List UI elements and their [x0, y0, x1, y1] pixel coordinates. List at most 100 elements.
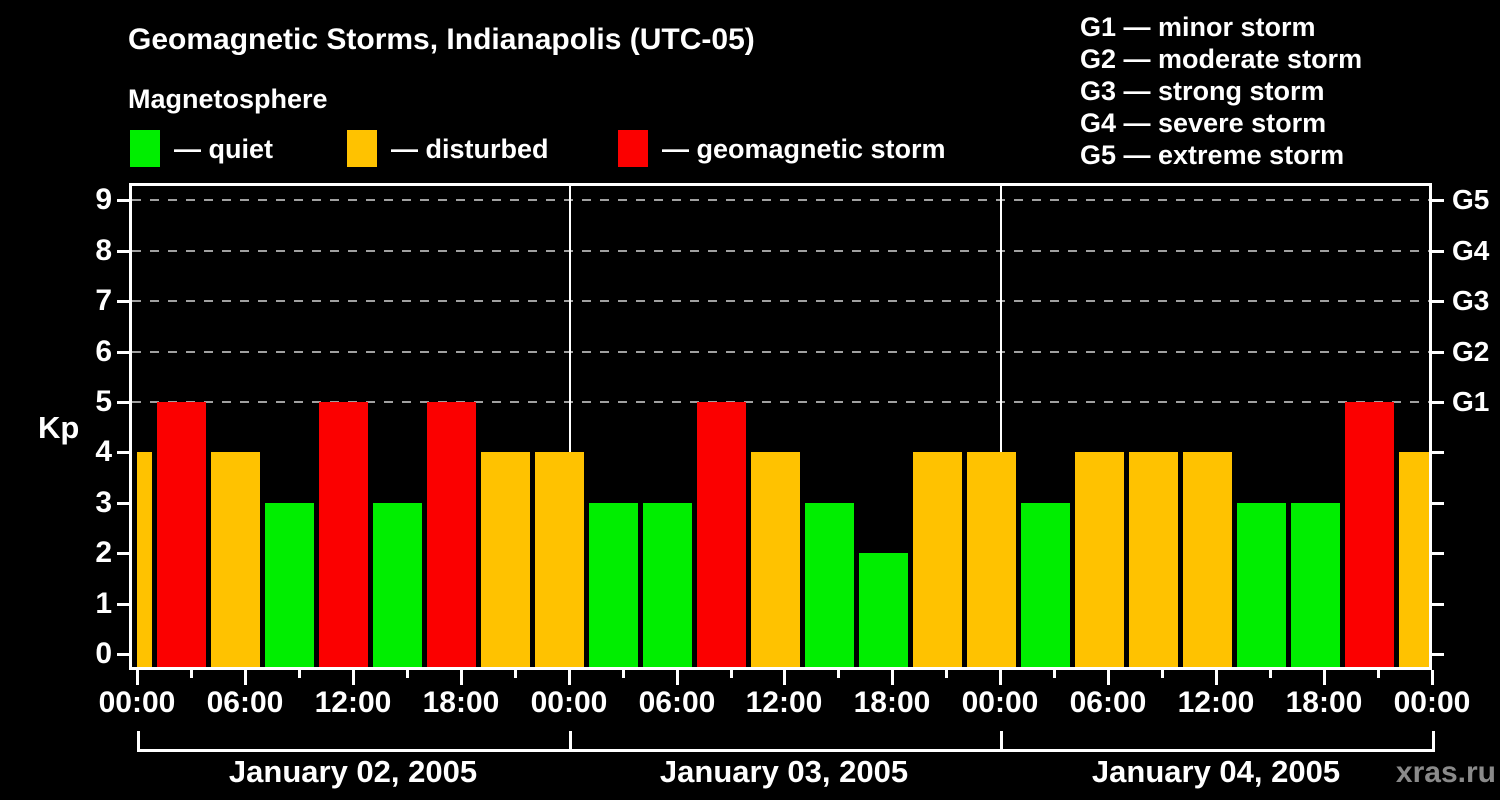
- right-axis-label-G5: G5: [1452, 184, 1490, 215]
- x-major-tick-30: [676, 670, 679, 685]
- x-minor-tick-33: [730, 670, 733, 678]
- x-major-tick-42: [891, 670, 894, 685]
- x-minor-tick-21: [514, 670, 517, 678]
- y-axis-title: Kp: [38, 410, 80, 445]
- x-tick-label-9: 06:00: [1069, 686, 1147, 719]
- y-tick-label-6: 6: [95, 335, 112, 368]
- x-major-tick-54: [1107, 670, 1110, 685]
- legend-label-storm: — geomagnetic storm: [662, 134, 946, 164]
- day-bracket-tick-2: [1000, 731, 1003, 752]
- x-tick-label-0: 00:00: [98, 686, 176, 719]
- y-tick-left-9: [117, 199, 129, 202]
- kp-bar-22-quiet: [1291, 503, 1340, 668]
- y-tick-label-7: 7: [95, 284, 112, 317]
- kp-bar-1-storm: [157, 402, 206, 668]
- right-axis-label-G3: G3: [1452, 285, 1490, 316]
- y-tick-right-4: [1432, 451, 1444, 454]
- kp-bar-20-disturbed: [1183, 452, 1232, 668]
- y-tick-left-1: [117, 603, 129, 606]
- kp-bar-8-disturbed: [535, 452, 584, 668]
- kp-bar-0-disturbed: [137, 452, 152, 668]
- y-tick-label-1: 1: [95, 587, 112, 620]
- day-divider-2: [1000, 186, 1002, 667]
- day-bracket-tick-0: [137, 731, 140, 752]
- x-major-tick-60: [1215, 670, 1218, 685]
- y-tick-right-5: [1432, 401, 1444, 404]
- kp-bar-3-quiet: [265, 503, 314, 668]
- x-tick-label-12: 00:00: [1393, 686, 1471, 719]
- kp-bar-23-storm: [1345, 402, 1394, 668]
- storm-scale-g5: G5 — extreme storm: [1080, 140, 1345, 170]
- day-bracket-tick-3: [1432, 731, 1435, 752]
- kp-bar-11-storm: [697, 402, 746, 668]
- kp-bar-13-quiet: [805, 503, 854, 668]
- storm-scale-g2: G2 — moderate storm: [1080, 44, 1363, 74]
- x-major-tick-6: [244, 670, 247, 685]
- y-tick-left-6: [117, 351, 129, 354]
- x-tick-label-10: 12:00: [1177, 686, 1255, 719]
- gridline-kp8: [132, 250, 1429, 252]
- x-minor-tick-57: [1161, 670, 1164, 678]
- right-axis-label-G2: G2: [1452, 336, 1490, 367]
- y-tick-right-7: [1432, 300, 1444, 303]
- day-divider-1: [569, 186, 571, 667]
- x-minor-tick-27: [622, 670, 625, 678]
- kp-bar-9-quiet: [589, 503, 638, 668]
- x-tick-label-5: 06:00: [638, 686, 716, 719]
- y-tick-label-5: 5: [95, 385, 112, 418]
- x-major-tick-18: [460, 670, 463, 685]
- kp-bar-17-quiet: [1021, 503, 1070, 668]
- y-tick-left-8: [117, 250, 129, 253]
- plot-frame: [129, 183, 1432, 670]
- kp-bar-24-disturbed: [1399, 452, 1429, 668]
- x-tick-label-11: 18:00: [1285, 686, 1363, 719]
- x-major-tick-72: [1431, 670, 1434, 685]
- storm-color-swatch: [618, 130, 648, 167]
- y-tick-label-9: 9: [95, 183, 112, 216]
- kp-bar-14-quiet: [859, 553, 908, 668]
- x-tick-label-2: 12:00: [314, 686, 392, 719]
- right-axis-label-G1: G1: [1452, 386, 1490, 417]
- y-tick-left-4: [117, 451, 129, 454]
- date-label-1: January 02, 2005: [228, 754, 478, 789]
- x-tick-label-6: 12:00: [745, 686, 823, 719]
- x-minor-tick-9: [298, 670, 301, 678]
- x-major-tick-0: [136, 670, 139, 685]
- y-tick-label-3: 3: [95, 486, 112, 519]
- kp-bar-6-storm: [427, 402, 476, 668]
- y-tick-right-1: [1432, 603, 1444, 606]
- y-tick-label-8: 8: [95, 234, 112, 267]
- storm-scale-g1: G1 — minor storm: [1080, 12, 1316, 42]
- kp-bar-4-storm: [319, 402, 368, 668]
- watermark: xras.ru: [1395, 756, 1496, 789]
- x-minor-tick-45: [945, 670, 948, 678]
- disturbed-color-swatch: [347, 130, 377, 167]
- x-major-tick-36: [783, 670, 786, 685]
- x-minor-tick-69: [1377, 670, 1380, 678]
- x-minor-tick-51: [1053, 670, 1056, 678]
- y-tick-left-0: [117, 653, 129, 656]
- page-title: Geomagnetic Storms, Indianapolis (UTC-05…: [128, 23, 755, 56]
- kp-bar-16-disturbed: [967, 452, 1016, 668]
- gridline-kp5: [132, 401, 1429, 403]
- kp-bar-5-quiet: [373, 503, 422, 668]
- x-minor-tick-63: [1269, 670, 1272, 678]
- gridline-kp6: [132, 351, 1429, 353]
- storm-scale-legend: G1 — minor storm G2 — moderate storm G3 …: [1080, 11, 1362, 171]
- quiet-color-swatch: [130, 130, 160, 167]
- x-minor-tick-39: [837, 670, 840, 678]
- date-label-2: January 03, 2005: [659, 754, 909, 789]
- y-tick-right-2: [1432, 552, 1444, 555]
- gridline-kp9: [132, 199, 1429, 201]
- x-tick-label-7: 18:00: [853, 686, 931, 719]
- x-minor-tick-15: [406, 670, 409, 678]
- kp-bar-2-disturbed: [211, 452, 260, 668]
- y-tick-left-7: [117, 300, 129, 303]
- storm-scale-g3: G3 — strong storm: [1080, 76, 1325, 106]
- x-tick-label-4: 00:00: [530, 686, 608, 719]
- kp-bar-19-disturbed: [1129, 452, 1178, 668]
- storm-scale-g4: G4 — severe storm: [1080, 108, 1327, 138]
